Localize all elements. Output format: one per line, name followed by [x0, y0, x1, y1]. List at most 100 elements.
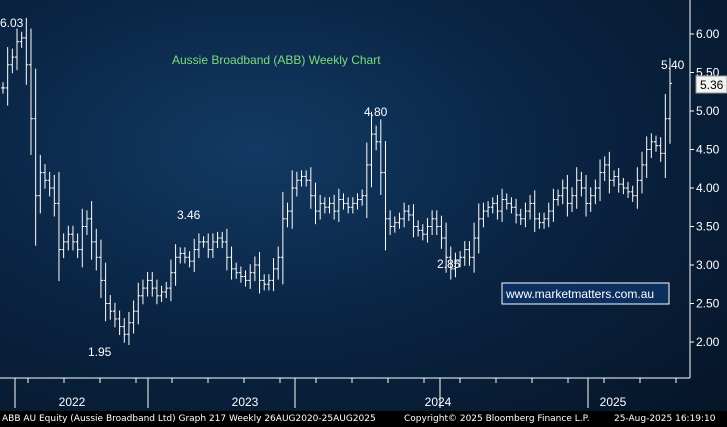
ohlc-bar: [472, 222, 477, 273]
watermark-url: www.marketmatters.com.au: [505, 287, 654, 301]
y-tick-label: 2.50: [696, 297, 720, 311]
ohlc-bar: [565, 174, 570, 217]
ohlc-bar: [598, 159, 603, 202]
ohlc-bar: [416, 220, 421, 237]
ohlc-bar: [430, 210, 435, 235]
annotation-peak-2023: 4.80: [364, 105, 388, 119]
ohlc-bar: [406, 204, 411, 222]
x-year-label: 2022: [59, 395, 86, 409]
ohlc-bar: [196, 233, 201, 259]
ohlc-bar: [462, 241, 467, 266]
ohlc-bar: [299, 170, 304, 187]
watermark-box: www.marketmatters.com.au: [501, 282, 670, 305]
ohlc-bar: [136, 282, 141, 325]
ohlc-bar: [495, 194, 500, 220]
ohlc-bar: [649, 133, 654, 158]
ohlc-bar: [434, 210, 439, 235]
ohlc-bar: [607, 151, 612, 194]
ohlc-bar: [280, 191, 285, 285]
footer-timestamp: 25-Aug-2025 16:19:10: [614, 414, 716, 424]
ohlc-bar: [224, 228, 229, 271]
ohlc-bar: [304, 170, 309, 187]
ohlc-bar: [70, 225, 75, 251]
ohlc-bar: [560, 179, 565, 205]
ohlc-bar: [318, 194, 323, 220]
ohlc-bar: [47, 171, 52, 197]
ohlc-bar: [514, 198, 519, 224]
ohlc-bar: [56, 171, 61, 282]
ohlc-bar: [640, 151, 645, 194]
ohlc-bar: [66, 225, 71, 251]
ohlc-bar: [271, 258, 276, 292]
ohlc-bar: [19, 31, 24, 48]
ohlc-bar: [332, 194, 337, 220]
ohlc-bar: [117, 310, 122, 336]
footer-copyright: Copyright© 2025 Bloomberg Finance L.P.: [404, 414, 590, 424]
ohlc-bar: [504, 193, 509, 210]
ohlc-bar: [523, 202, 528, 228]
ohlc-bar: [467, 241, 472, 266]
ohlc-bar: [206, 233, 211, 259]
ohlc-bar: [38, 154, 43, 214]
ohlc-bar: [570, 187, 575, 212]
ohlc-bar: [257, 251, 262, 294]
ohlc-bar: [243, 270, 248, 287]
y-tick-label: 3.00: [696, 258, 720, 272]
ohlc-bar: [458, 251, 463, 268]
ohlc-bar: [5, 47, 10, 106]
y-tick-label: 6.00: [696, 27, 720, 41]
ohlc-bar: [528, 194, 533, 220]
ohlc-bar: [33, 68, 38, 246]
ohlc-bar: [336, 188, 341, 222]
ohlc-bar: [24, 17, 29, 85]
ohlc-bar: [392, 216, 397, 233]
annotation-high-2021: 6.03: [0, 16, 24, 30]
ohlc-bar: [360, 189, 365, 206]
ohlc-bar: [626, 181, 631, 199]
y-axis: 2.002.503.003.504.004.505.005.506.00: [689, 0, 720, 378]
ohlc-bar: [593, 179, 598, 205]
ohlc-bar: [668, 58, 672, 144]
y-tick-label: 2.00: [696, 335, 720, 349]
ohlc-bar: [355, 193, 360, 210]
price-chart: 2.002.503.003.504.004.505.005.506.00 202…: [0, 0, 727, 409]
ohlc-bar: [122, 318, 127, 343]
ohlc-bar: [234, 262, 239, 279]
chart-title: Aussie Broadband (ABB) Weekly Chart: [172, 53, 381, 67]
annotation-peak-2022: 3.46: [177, 208, 201, 222]
ohlc-bar: [145, 271, 150, 297]
ohlc-bar: [383, 141, 388, 251]
ohlc-bar: [635, 167, 640, 209]
ohlc-bar: [84, 210, 89, 235]
ohlc-bar: [112, 302, 117, 328]
ohlc-bar: [229, 246, 234, 280]
ohlc-bar: [341, 193, 346, 210]
footer-bar: ABB AU Equity (Aussie Broadband Ltd) Gra…: [0, 411, 727, 427]
ohlc-bar: [308, 167, 313, 209]
ohlc-bar: [187, 251, 192, 268]
ohlc-bar: [537, 212, 542, 229]
ohlc-bar: [322, 197, 327, 214]
ohlc-bar: [10, 48, 15, 74]
ohlc-bar: [182, 247, 187, 264]
ohlc-bar: [220, 231, 225, 249]
ohlc-bar: [500, 188, 505, 222]
ohlc-bar: [14, 28, 19, 71]
y-tick-label: 3.50: [696, 220, 720, 234]
ohlc-bar: [1, 82, 5, 94]
ohlc-bar: [388, 210, 393, 235]
last-price-label: 5.36: [700, 78, 724, 92]
ohlc-bar: [28, 28, 33, 155]
ohlc-bar: [210, 233, 215, 259]
ohlc-bar: [94, 228, 99, 271]
ohlc-bar: [658, 137, 663, 162]
ohlc-bar: [546, 202, 551, 228]
ohlc-bar: [154, 279, 159, 305]
ohlc-bar: [266, 274, 271, 291]
ohlc-bar: [556, 189, 561, 206]
ohlc-bar: [574, 167, 579, 209]
ohlc-bar: [453, 252, 458, 278]
ohlc-bar: [346, 197, 351, 214]
ohlc-bar: [542, 212, 547, 229]
ohlc-bar: [439, 215, 444, 249]
